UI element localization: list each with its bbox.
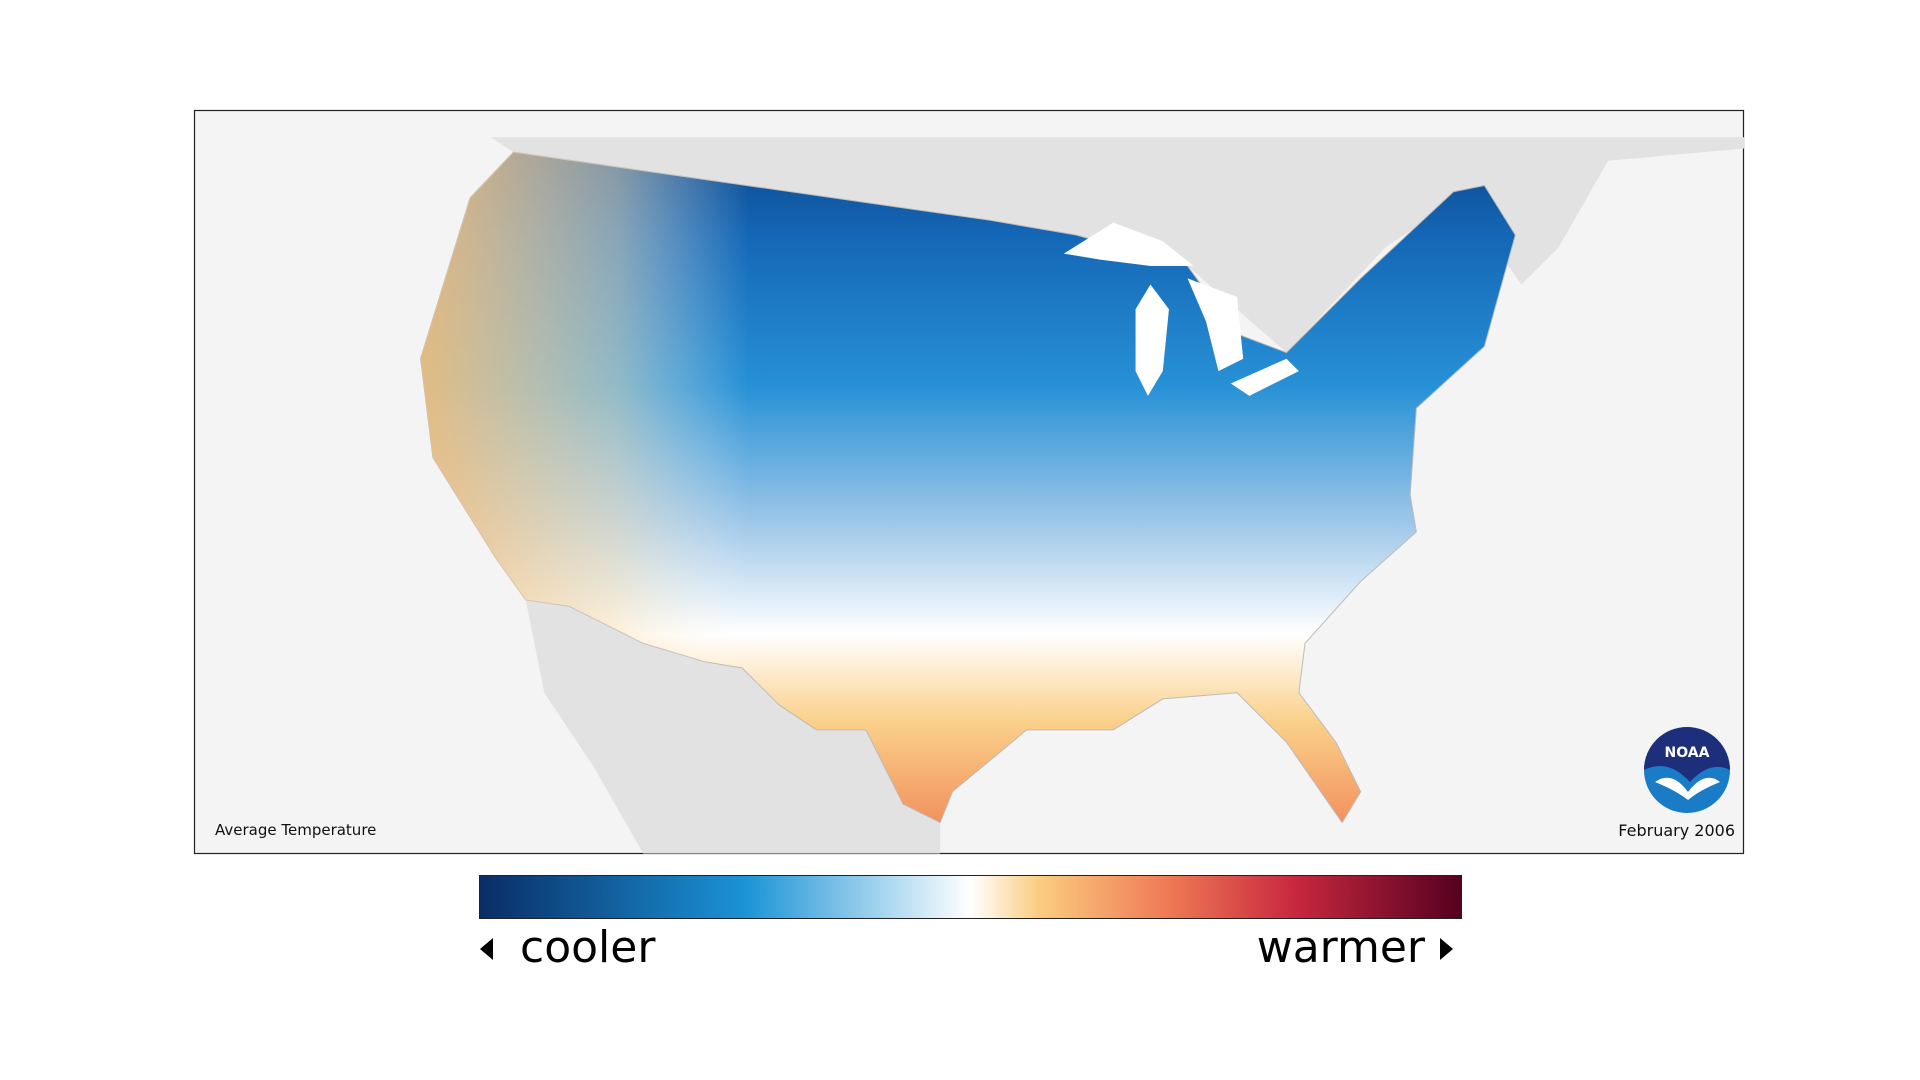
right-arrow — [1440, 938, 1453, 960]
color-bar — [479, 875, 1462, 919]
lake-michigan — [1135, 284, 1169, 396]
lake-erie — [1230, 358, 1299, 396]
lake-superior — [1063, 222, 1194, 266]
map-title: Average Temperature — [215, 821, 376, 839]
lake-huron — [1187, 278, 1244, 372]
high-label: warmer — [1257, 922, 1426, 973]
left-arrow — [480, 938, 493, 960]
logo-text: NOAA — [1665, 745, 1710, 761]
logo-bird — [1655, 777, 1720, 800]
warm-southwest — [420, 152, 1516, 823]
logo-top — [1644, 727, 1730, 782]
low-label: cooler — [520, 922, 656, 973]
map-panel: Average Temperature February 2006 NOAA — [193, 109, 1745, 855]
color-legend: cooler warmer — [479, 875, 1462, 973]
noaa-logo: NOAA — [1644, 727, 1730, 813]
mexico — [525, 599, 941, 854]
map-geography — [420, 137, 1745, 854]
map-date: February 2006 — [1618, 821, 1735, 840]
